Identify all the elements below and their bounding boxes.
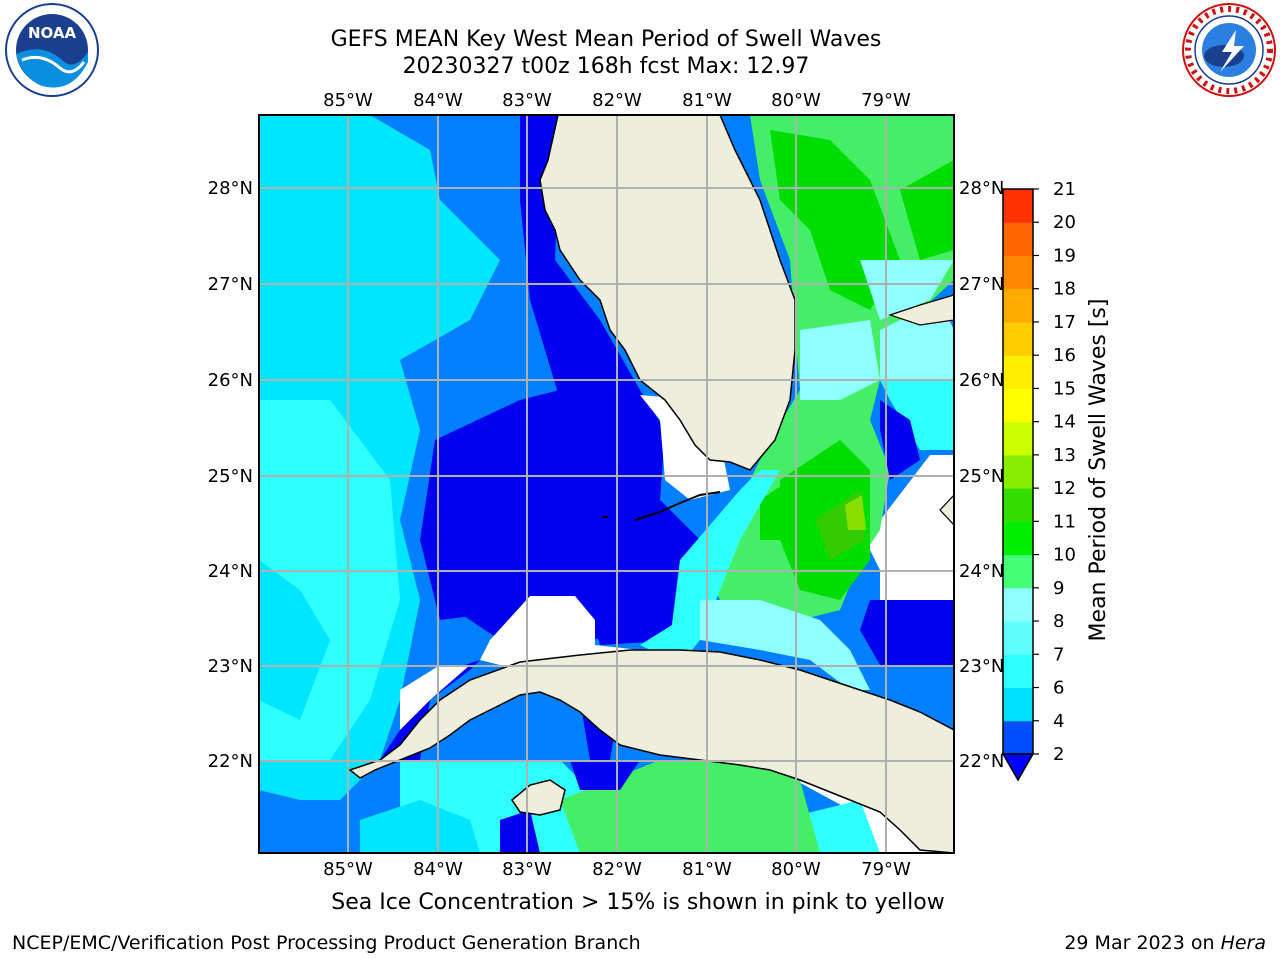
cuba-land — [348, 649, 954, 853]
colorbar-tick-label: 11 — [1053, 511, 1076, 532]
colorbar — [1001, 188, 1035, 782]
colorbar-tick-label: 21 — [1053, 179, 1076, 200]
colorbar-tick-label: 16 — [1053, 345, 1076, 366]
colorbar-segment — [1003, 554, 1033, 589]
isla-land — [511, 779, 566, 816]
lat-label-right: 26°N — [959, 370, 1004, 391]
gridlines — [259, 115, 954, 853]
colorbar-tick-label: 7 — [1053, 644, 1064, 665]
lon-label-top: 82°W — [592, 90, 642, 111]
map-subtitle: 20230327 t00z 168h fcst Max: 12.97 — [402, 54, 810, 79]
noaa-logo: NOAA — [5, 3, 99, 97]
lat-label-right: 28°N — [959, 178, 1004, 199]
bahamas-land — [888, 294, 954, 326]
colorbar-tick-label: 20 — [1053, 212, 1076, 233]
lon-label-top: 83°W — [502, 90, 552, 111]
colorbar-segment — [1003, 587, 1033, 622]
lon-label-top: 84°W — [413, 90, 463, 111]
lat-label-left: 24°N — [208, 561, 253, 582]
lat-label-right: 27°N — [959, 274, 1004, 295]
lon-label-top: 85°W — [323, 90, 373, 111]
lat-label-left: 25°N — [208, 466, 253, 487]
nodata-east — [865, 455, 954, 640]
lon-label-top: 79°W — [861, 90, 911, 111]
sea-ice-note: Sea Ice Concentration > 15% is shown in … — [331, 890, 945, 915]
colorbar-segment — [1003, 288, 1033, 323]
lat-label-left: 26°N — [208, 370, 253, 391]
colorbar-segment — [1003, 355, 1033, 389]
map-frame — [258, 114, 955, 854]
colorbar-segment — [1003, 687, 1033, 722]
lat-label-right: 22°N — [959, 751, 1004, 772]
footer-date-text: 29 Mar 2023 on — [1064, 932, 1215, 954]
lon-label-bottom: 82°W — [592, 859, 642, 880]
colorbar-frame — [1002, 188, 1034, 755]
colorbar-segment — [1003, 654, 1033, 689]
lon-label-bottom: 84°W — [413, 859, 463, 880]
colorbar-segment — [1003, 189, 1033, 223]
colorbar-segment — [1003, 222, 1033, 256]
colorbar-tick-label: 14 — [1053, 412, 1076, 433]
lat-label-right: 25°N — [959, 466, 1004, 487]
lon-label-bottom: 85°W — [323, 859, 373, 880]
lat-label-left: 23°N — [208, 656, 253, 677]
straits-cyan — [670, 470, 780, 650]
lat-label-left: 22°N — [208, 751, 253, 772]
colorbar-under-triangle — [1001, 753, 1035, 782]
nws-logo — [1182, 3, 1276, 97]
colorbar-segment — [1003, 321, 1033, 356]
map-title: GEFS MEAN Key West Mean Period of Swell … — [330, 27, 882, 52]
lat-label-right: 23°N — [959, 656, 1004, 677]
colorbar-tick-label: 17 — [1053, 312, 1076, 333]
colorbar-tick-label: 9 — [1053, 578, 1064, 599]
colorbar-segment — [1003, 255, 1033, 290]
lon-label-top: 81°W — [682, 90, 732, 111]
lat-label-left: 28°N — [208, 178, 253, 199]
florida-land — [539, 115, 796, 471]
lon-label-bottom: 80°W — [771, 859, 821, 880]
lon-label-bottom: 81°W — [682, 859, 732, 880]
colorbar-tick-label: 8 — [1053, 611, 1064, 632]
lat-label-right: 24°N — [959, 561, 1004, 582]
colorbar-segment — [1003, 421, 1033, 456]
colorbar-label: Mean Period of Swell Waves [s] — [1086, 299, 1111, 642]
colorbar-segment — [1003, 720, 1033, 755]
colorbar-tick-label: 10 — [1053, 545, 1076, 566]
colorbar-tick-label: 4 — [1053, 711, 1064, 732]
footer-date: 29 Mar 2023 on Hera — [1064, 932, 1266, 954]
colorbar-tick-label: 18 — [1053, 279, 1076, 300]
lon-label-top: 80°W — [771, 90, 821, 111]
colorbar-tick-label: 6 — [1053, 678, 1064, 699]
colorbar-segment — [1003, 388, 1033, 423]
colorbar-tick-label: 19 — [1053, 245, 1076, 266]
footer-host: Hera — [1220, 932, 1266, 954]
lat-label-left: 27°N — [208, 274, 253, 295]
colorbar-tick-label: 15 — [1053, 378, 1076, 399]
colorbar-segment — [1003, 454, 1033, 489]
lon-label-bottom: 83°W — [502, 859, 552, 880]
colorbar-tick-label: 2 — [1053, 744, 1064, 765]
colorbar-segment — [1003, 621, 1033, 655]
footer-credit: NCEP/EMC/Verification Post Processing Pr… — [12, 932, 641, 954]
colorbar-segment — [1003, 521, 1033, 556]
colorbar-tick-label: 12 — [1053, 478, 1076, 499]
svg-text:NOAA: NOAA — [28, 24, 77, 42]
colorbar-tick-label: 13 — [1053, 445, 1076, 466]
nodata-gulf — [480, 596, 680, 665]
colorbar-segment — [1003, 488, 1033, 522]
lon-label-bottom: 79°W — [861, 859, 911, 880]
